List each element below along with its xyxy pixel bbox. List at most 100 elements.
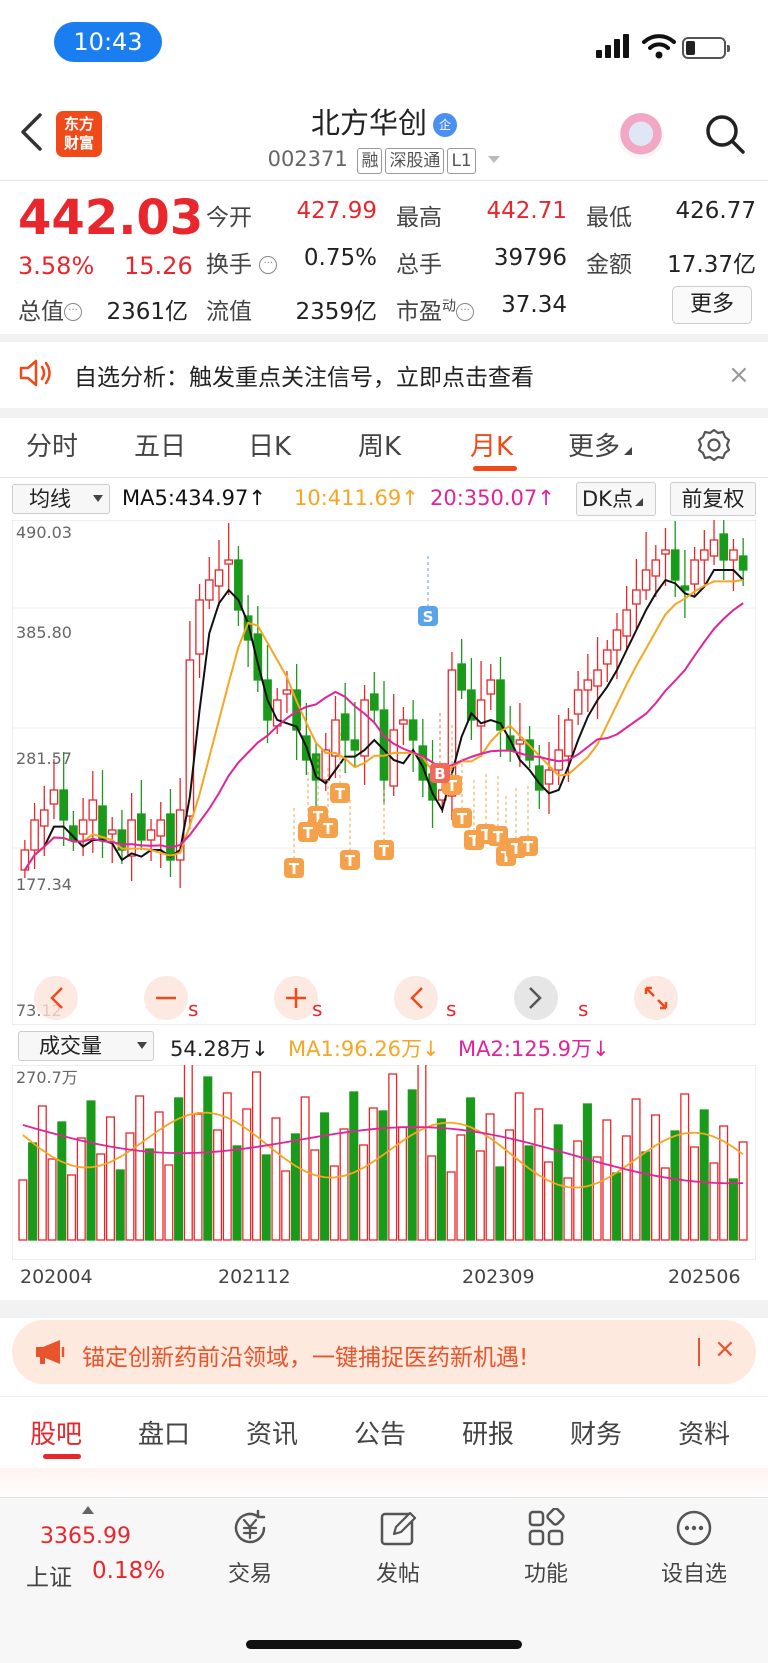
gear-icon[interactable] xyxy=(697,428,731,462)
volume-chart[interactable]: 270.7万 xyxy=(12,1065,756,1260)
close-icon[interactable]: × xyxy=(728,360,750,390)
adjust-button[interactable]: 前复权 xyxy=(670,482,756,516)
volume-bar xyxy=(680,1093,690,1241)
info-icon[interactable]: ··· xyxy=(259,256,278,274)
tab-more[interactable]: 更多 xyxy=(568,426,633,463)
ad-banner[interactable] xyxy=(12,1320,756,1384)
tab-panko[interactable]: 盘口 xyxy=(138,1420,191,1450)
low-value: 426.77 xyxy=(675,198,756,224)
nav-trade[interactable]: 交易 xyxy=(200,1508,300,1588)
tab-weekly-k[interactable]: 周K xyxy=(358,432,402,462)
scroll-forward-button[interactable] xyxy=(514,976,558,1020)
signal-s-marker-bg xyxy=(418,606,438,626)
analysis-text[interactable]: 自选分析：触发重点关注信号，立即点击查看 xyxy=(74,365,534,391)
tab-intraday[interactable]: 分时 xyxy=(26,432,79,462)
analysis-banner[interactable] xyxy=(0,342,768,408)
candle-body xyxy=(146,829,156,841)
volume-bar xyxy=(446,1171,456,1241)
change-percent: 3.58% xyxy=(18,252,95,280)
zoom-out-button[interactable] xyxy=(144,976,188,1020)
float-value: 2359亿 xyxy=(295,299,377,325)
candle-body xyxy=(593,669,602,687)
volume-bar xyxy=(37,1105,47,1241)
section-gap xyxy=(0,408,768,418)
signal-b-marker-bg xyxy=(430,763,450,783)
candle-body xyxy=(709,539,719,557)
volume-bar xyxy=(174,1097,184,1241)
mktcap-label[interactable]: 总值 ··· xyxy=(18,292,82,326)
candle-body xyxy=(214,569,224,587)
active-tab-indicator xyxy=(473,466,517,471)
scroll-left-button[interactable] xyxy=(34,976,78,1020)
ad-text[interactable]: 锚定创新药前沿领域，一键捕捉医药新机遇! xyxy=(82,1345,529,1371)
stock-title: 北方华创企 xyxy=(0,100,768,142)
candle-body xyxy=(399,719,408,725)
indicator-selector[interactable]: 均线 xyxy=(12,484,110,514)
volume-current: 54.28万↓ xyxy=(170,1037,269,1061)
tab-research[interactable]: 研报 xyxy=(462,1420,515,1450)
back-arrow-icon[interactable] xyxy=(18,112,44,152)
turnover-label[interactable]: 换手 ··· xyxy=(206,245,278,279)
tab-five-day[interactable]: 五日 xyxy=(134,432,187,462)
volume-bar xyxy=(427,1155,437,1241)
ma20-value: 20:350.07↑ xyxy=(430,486,555,510)
header-divider xyxy=(0,180,768,181)
candle-body xyxy=(496,679,505,731)
tab-daily-k[interactable]: 日K xyxy=(248,432,292,462)
volume-selector[interactable]: 成交量 xyxy=(18,1031,154,1061)
tab-finance[interactable]: 财务 xyxy=(570,1420,623,1450)
nav-add-watchlist[interactable]: 设自选 xyxy=(644,1508,744,1588)
more-button[interactable]: 更多 xyxy=(672,286,752,324)
volume-bar xyxy=(631,1098,641,1241)
nav-post[interactable]: 发帖 xyxy=(348,1508,448,1588)
volume-bar xyxy=(135,1095,145,1241)
tab-announcement[interactable]: 公告 xyxy=(354,1420,407,1450)
ma5-line xyxy=(24,569,744,871)
stock-code-row[interactable]: 002371 融深股通 L1 xyxy=(0,147,768,174)
signal-t-marker-bg xyxy=(452,808,472,828)
edit-icon xyxy=(380,1511,417,1546)
search-icon[interactable] xyxy=(704,113,746,155)
index-name[interactable]: 上证 xyxy=(26,1565,72,1591)
signal-t-marker: T xyxy=(447,777,458,795)
signal-t-marker: T xyxy=(303,824,314,842)
caret-icon xyxy=(93,495,103,502)
x-tick-label: 202112 xyxy=(218,1266,291,1288)
cellular-signal-icon xyxy=(596,34,629,58)
tab-monthly-k[interactable]: 月K xyxy=(470,432,514,462)
candle-body xyxy=(476,699,486,727)
signal-t-marker: T xyxy=(323,820,334,838)
robot-avatar-icon[interactable] xyxy=(618,113,664,159)
signal-t-marker: T xyxy=(345,852,356,870)
index-change[interactable]: 0.18% xyxy=(92,1558,166,1584)
info-icon[interactable]: ··· xyxy=(64,303,82,321)
volume-bar xyxy=(651,1114,661,1241)
fullscreen-button[interactable] xyxy=(634,976,678,1020)
nav-functions[interactable]: 功能 xyxy=(496,1507,596,1588)
info-icon[interactable]: ··· xyxy=(456,303,474,321)
signal-s-label: s xyxy=(446,997,456,1021)
close-icon[interactable]: × xyxy=(714,1334,736,1364)
tab-guba[interactable]: 股吧 xyxy=(30,1420,83,1450)
candle-body xyxy=(88,799,98,821)
zoom-in-button[interactable] xyxy=(274,976,318,1020)
candle-body xyxy=(661,549,670,555)
volume-bar xyxy=(388,1073,398,1241)
tab-news[interactable]: 资讯 xyxy=(246,1420,299,1450)
stock-name: 北方华创 xyxy=(310,106,427,140)
scroll-back-button[interactable] xyxy=(394,976,438,1020)
dk-points-button[interactable]: DK点 xyxy=(576,482,656,516)
open-label: 今开 xyxy=(206,205,252,231)
volume-bar xyxy=(105,1116,115,1241)
dk-points-label: DK点 xyxy=(582,487,633,511)
ma10-line xyxy=(24,579,744,871)
high-value: 442.71 xyxy=(486,198,567,224)
nav-functions-label: 功能 xyxy=(523,1562,568,1587)
signal-t-marker: T xyxy=(289,860,300,878)
index-value[interactable]: 3365.99 xyxy=(40,1524,131,1549)
candle-body xyxy=(457,663,466,691)
pe-label[interactable]: 市盈动 ··· xyxy=(396,292,474,326)
tab-profile[interactable]: 资料 xyxy=(678,1420,731,1450)
brand-logo[interactable]: 东方 财富 xyxy=(56,111,102,157)
